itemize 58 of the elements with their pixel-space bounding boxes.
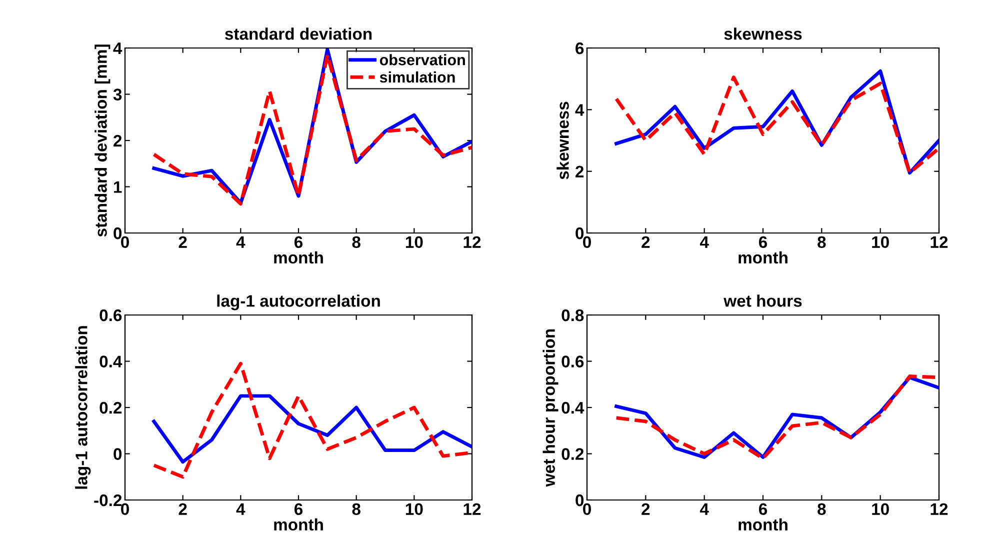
x-tick-label: 2 — [178, 503, 187, 515]
x-tick-label: 10 — [406, 236, 423, 248]
x-tick-label: 8 — [818, 236, 826, 248]
y-axis-title: standard deviation [mm] — [94, 44, 110, 237]
legend-label: observation — [380, 54, 465, 66]
y-tick-label: 2 — [576, 166, 584, 178]
y-tick-label: 1 — [114, 181, 122, 193]
x-axis-title: month — [738, 518, 788, 531]
y-tick-label: 4 — [575, 104, 584, 116]
y-tick-label: 0.2 — [100, 402, 122, 414]
y-axis-title: lag-1 autocorrelation — [75, 326, 91, 489]
x-tick-label: 8 — [352, 503, 360, 516]
y-tick-label: 0.4 — [100, 356, 122, 368]
x-tick-label: 4 — [700, 236, 709, 248]
x-tick-label: 2 — [642, 236, 650, 248]
x-tick-label: 2 — [642, 503, 650, 515]
chart-title: wet hours — [724, 294, 802, 307]
x-tick-label: 12 — [930, 236, 948, 248]
y-tick-label: 0 — [576, 227, 584, 240]
x-axis-title: month — [274, 251, 323, 264]
x-tick-label: 2 — [178, 236, 187, 248]
y-tick-label: 0 — [114, 448, 122, 460]
chart-title: lag-1 autocorrelation — [217, 294, 380, 310]
y-tick-label: 0.4 — [562, 402, 584, 414]
y-tick-label: 0 — [576, 494, 584, 506]
line-series — [152, 394, 472, 464]
x-tick-label: 6 — [294, 236, 303, 248]
y-tick-label: 6 — [576, 42, 584, 54]
y-tick-label: 2 — [114, 134, 122, 147]
x-tick-label: 10 — [406, 503, 423, 516]
y-tick-label: 0 — [114, 227, 122, 240]
x-tick-label: 6 — [758, 503, 768, 516]
x-tick-label: 6 — [758, 236, 768, 248]
x-tick-label: 8 — [818, 503, 826, 516]
x-tick-label: 12 — [930, 503, 948, 515]
y-axis-title: wet hour proportion — [542, 329, 558, 487]
y-axis-title: skewness — [556, 102, 569, 180]
x-tick-label: 8 — [352, 236, 360, 248]
x-tick-label: 12 — [464, 236, 481, 248]
x-tick-label: 4 — [700, 503, 709, 515]
y-tick-label: 4 — [113, 42, 122, 54]
x-tick-label: 4 — [236, 503, 246, 515]
x-axis-title: month — [274, 518, 323, 531]
legend-label: simulation — [380, 71, 455, 83]
y-tick-label: 0.6 — [100, 309, 122, 322]
y-tick-label: 0.6 — [562, 356, 584, 368]
x-tick-label: 10 — [872, 503, 889, 516]
x-tick-label: 6 — [294, 503, 303, 516]
chart-title: standard deviation — [225, 28, 372, 40]
x-tick-label: 4 — [236, 236, 246, 248]
chart-title: skewness — [724, 28, 802, 40]
y-tick-label: 0.8 — [562, 309, 584, 322]
x-tick-label: 10 — [872, 236, 889, 248]
y-tick-label: 3 — [113, 88, 122, 100]
x-axis-title: month — [738, 251, 788, 264]
x-tick-label: 12 — [464, 503, 481, 515]
y-tick-label: 0.2 — [562, 448, 584, 460]
y-tick-label: -0.2 — [94, 494, 122, 506]
